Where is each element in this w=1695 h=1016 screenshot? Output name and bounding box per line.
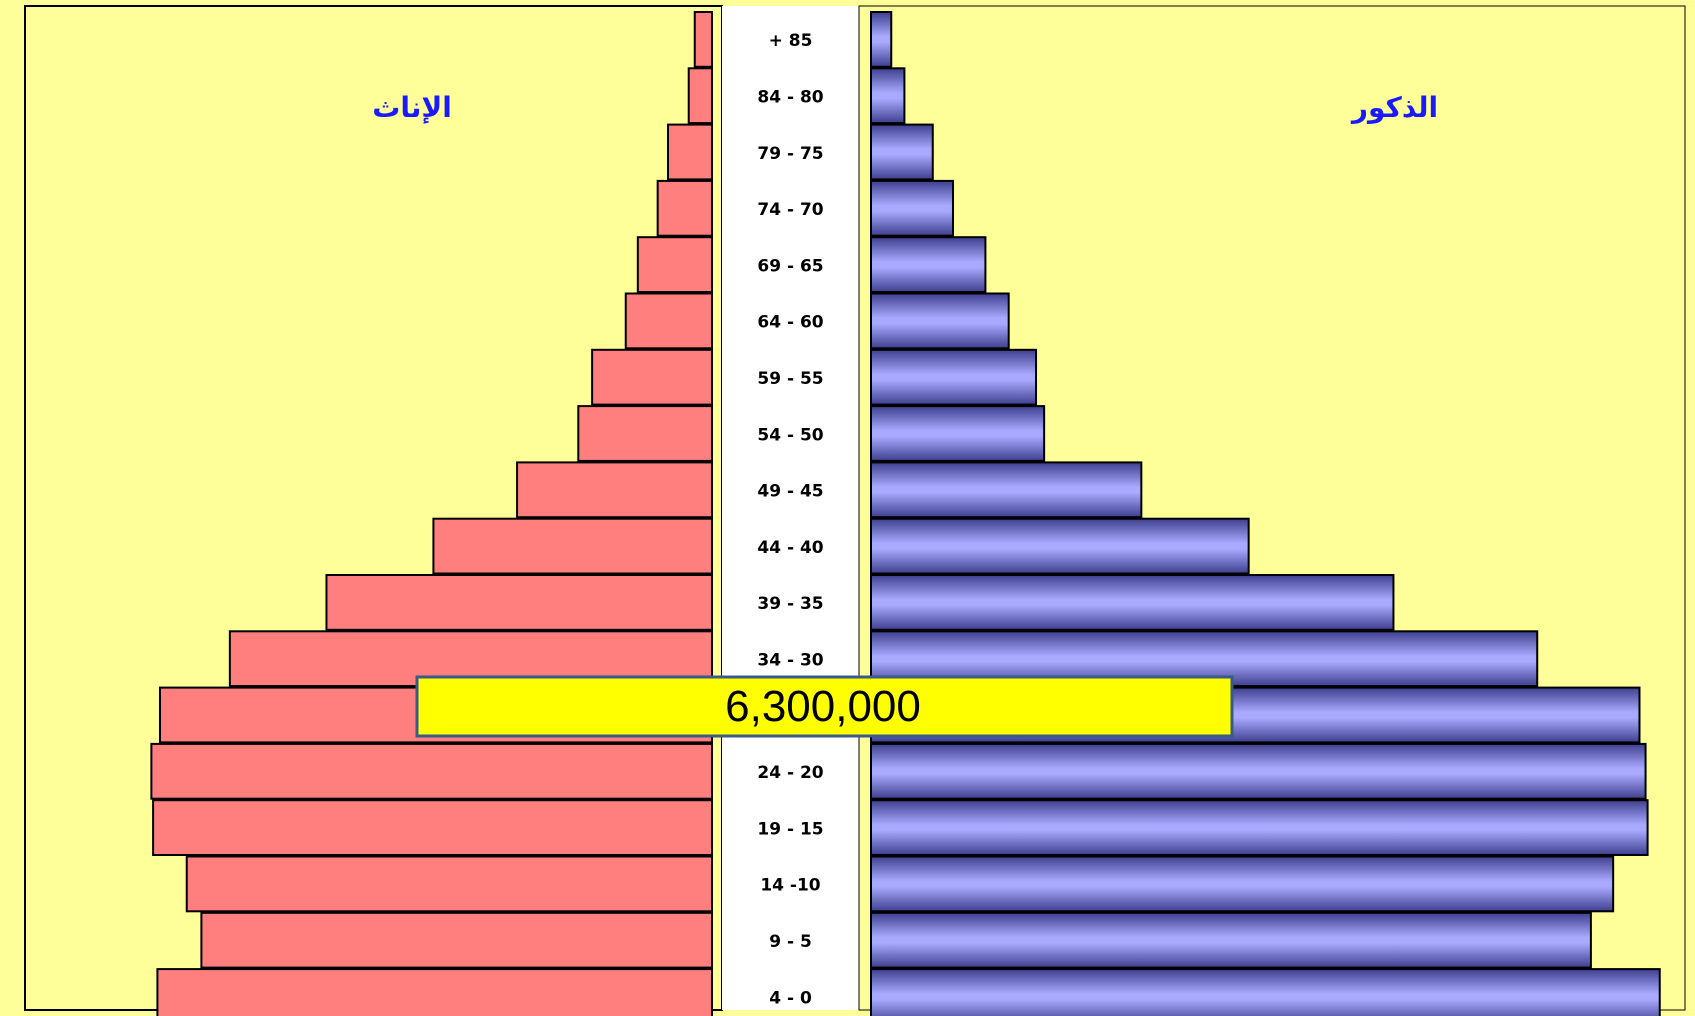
male-bar (870, 968, 1661, 1016)
female-bar (432, 517, 713, 575)
age-group-label: 69 - 65 (757, 256, 823, 276)
males-title: الذكور (1350, 91, 1438, 124)
female-bar (185, 855, 714, 913)
male-bar (870, 855, 1615, 913)
age-group-label: 64 - 60 (757, 313, 823, 333)
age-group-label: 59 - 55 (757, 369, 823, 389)
age-group-label: 39 - 35 (757, 594, 823, 614)
female-bar (636, 236, 714, 293)
male-bar (870, 742, 1647, 800)
female-bar (693, 11, 713, 68)
female-bar (156, 968, 714, 1016)
female-bar (152, 799, 714, 857)
male-bar (870, 67, 906, 125)
female-bar (667, 123, 714, 181)
age-group-label: 84 - 80 (757, 87, 823, 107)
male-bar (870, 911, 1592, 969)
age-group-label: 19 - 15 (757, 819, 823, 839)
age-labels-panel (722, 6, 859, 1010)
age-group-label: + 85 (769, 31, 813, 51)
male-bar (870, 11, 893, 68)
age-group-label: 54 - 50 (757, 425, 823, 445)
total-annotation-text: 6,300,000 (725, 682, 921, 731)
age-group-label: 44 - 40 (757, 538, 823, 558)
male-bar (870, 517, 1250, 575)
male-bar (870, 574, 1395, 631)
female-bar (200, 911, 713, 969)
female-bar (656, 179, 713, 237)
females-title: الإناث (372, 91, 452, 124)
female-bar (325, 574, 713, 631)
age-group-label: 24 - 20 (757, 763, 823, 783)
female-bar (591, 348, 713, 406)
total-annotation-box (415, 675, 1234, 738)
age-group-label: 49 - 45 (757, 482, 823, 502)
male-bar (870, 799, 1649, 857)
male-bar (870, 292, 1010, 350)
age-group-label: 4 - 0 (769, 988, 812, 1008)
male-bar (870, 236, 987, 293)
female-bar (516, 461, 714, 519)
female-bar (624, 292, 713, 350)
male-bar (870, 348, 1038, 406)
female-bar (150, 742, 713, 800)
female-bar (687, 67, 714, 125)
age-group-label: 79 - 75 (757, 144, 823, 164)
age-group-label: 74 - 70 (757, 200, 823, 220)
age-group-label: 34 - 30 (757, 650, 823, 670)
male-bar (870, 123, 934, 181)
age-group-label: 9 - 5 (769, 932, 812, 952)
age-group-label: 14 -10 (760, 876, 820, 896)
female-bar (577, 405, 713, 462)
male-bar (870, 461, 1143, 519)
male-bar (870, 179, 955, 237)
male-bar (870, 405, 1046, 462)
